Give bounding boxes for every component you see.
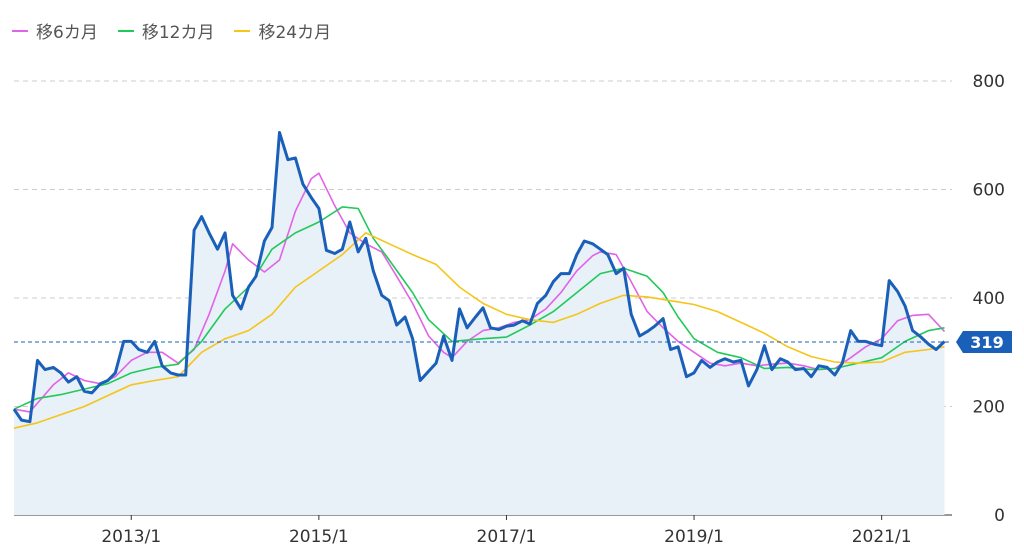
current-value-badge [956,330,1012,353]
legend-label-ma6: 移6カ月 [36,23,98,43]
legend-swatch-ma6 [12,29,28,32]
legend: 移6カ月 移12カ月 移24カ月 [12,18,331,43]
legend-label-ma24: 移24カ月 [258,23,332,43]
series-line-ma-3 [13,232,945,429]
legend-item-ma6: 移6カ月 [12,18,98,43]
legend-swatch-ma24 [234,29,251,32]
legend-item-ma24: 移24カ月 [234,18,331,43]
series-line-ma-2 [13,206,945,410]
x-tick-label-2017/1: 2017/1 [477,527,537,547]
x-tick-label-2019/1: 2019/1 [664,527,724,547]
y-tick-label-400: 400 [973,289,1005,309]
legend-item-ma12: 移12カ月 [117,18,215,43]
series-line-price [12,131,946,424]
y-tick-label-0: 0 [994,506,1005,526]
x-tick-label-2013/1: 2013/1 [101,527,161,547]
legend-label-ma12: 移12カ月 [141,23,215,43]
y-tick-label-800: 800 [973,72,1005,92]
legend-swatch-ma12 [117,29,134,32]
current-value-label: 319 [970,333,1003,352]
x-tick-label-2015/1: 2015/1 [289,527,349,547]
price-area [14,132,945,515]
y-tick-label-200: 200 [973,398,1005,418]
x-tick-label-2021/1: 2021/1 [852,527,912,547]
y-tick-label-600: 600 [973,181,1005,201]
